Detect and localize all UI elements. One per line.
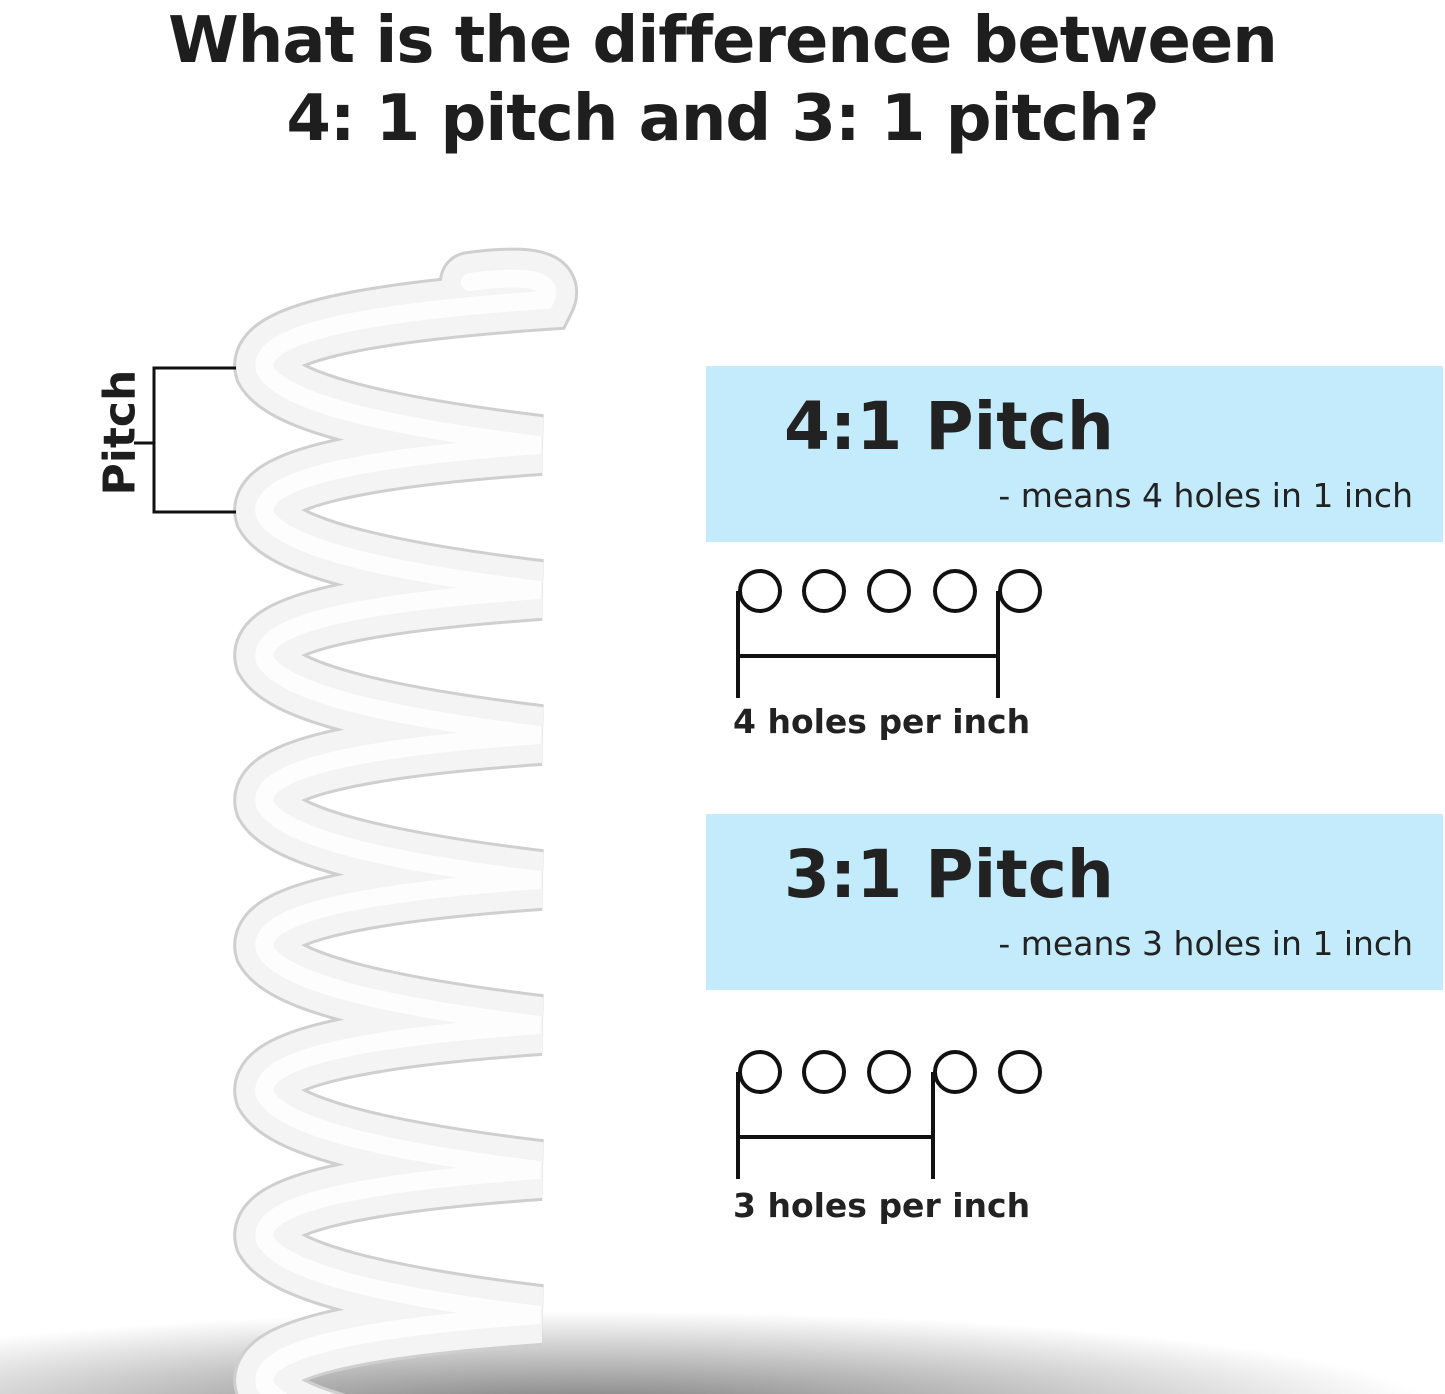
hole-circle (933, 569, 977, 613)
hole-circle (738, 569, 782, 613)
pitch-bracket (134, 366, 236, 514)
title-line-2: 4: 1 pitch and 3: 1 pitch? (286, 82, 1159, 156)
pitch-label: Pitch (94, 369, 146, 496)
pitch-3-1-box: 3:1 Pitch - means 3 holes in 1 inch (706, 814, 1443, 990)
pitch-4-1-heading: 4:1 Pitch (784, 388, 1114, 465)
pitch-3-1-heading: 3:1 Pitch (784, 836, 1114, 913)
hole-circle (867, 569, 911, 613)
pitch-3-1-caption: 3 holes per inch (733, 1186, 1031, 1225)
hole-circle (998, 1050, 1042, 1094)
page-title: What is the difference between 4: 1 pitc… (0, 2, 1445, 158)
pitch-3-1-description: - means 3 holes in 1 inch (998, 924, 1413, 963)
hole-circle (802, 1050, 846, 1094)
title-line-1: What is the difference between (168, 4, 1278, 78)
hole-diagram-4-1 (736, 569, 1042, 698)
pitch-4-1-description: - means 4 holes in 1 inch (998, 476, 1413, 515)
hole-circle (738, 1050, 782, 1094)
hole-diagram-3-1 (736, 1050, 1042, 1179)
hole-circle (998, 569, 1042, 613)
hole-circle (867, 1050, 911, 1094)
spring-highlight (255, 269, 556, 1394)
hole-circle (933, 1050, 977, 1094)
pitch-4-1-box: 4:1 Pitch - means 4 holes in 1 inch (706, 366, 1443, 542)
hole-circle (802, 569, 846, 613)
spring-coil-image (233, 247, 578, 1394)
pitch-4-1-caption: 4 holes per inch (733, 702, 1031, 741)
